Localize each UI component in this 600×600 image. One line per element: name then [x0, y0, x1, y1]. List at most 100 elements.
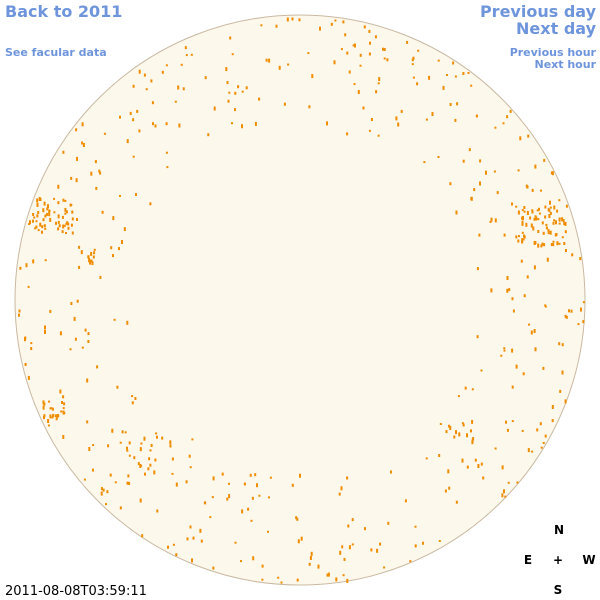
- facula: [521, 220, 524, 225]
- facula: [96, 365, 99, 369]
- facula: [231, 53, 234, 56]
- facula: [503, 489, 505, 494]
- facula: [241, 90, 244, 93]
- facula: [482, 476, 485, 480]
- facula: [185, 480, 188, 484]
- facula: [91, 261, 94, 266]
- facula: [359, 64, 362, 67]
- facular-link[interactable]: See facular data: [5, 46, 107, 59]
- facula: [545, 226, 548, 230]
- facula: [121, 430, 124, 434]
- facula: [132, 84, 135, 88]
- facula: [564, 221, 567, 226]
- facula: [109, 473, 112, 477]
- facula: [46, 212, 49, 216]
- next-hour-link[interactable]: Next hour: [535, 58, 597, 71]
- facula: [229, 36, 232, 40]
- facula: [470, 197, 473, 201]
- facula: [534, 215, 537, 218]
- facula: [75, 178, 78, 183]
- facula: [94, 160, 97, 164]
- facula: [27, 285, 30, 288]
- facula: [283, 102, 286, 106]
- facula: [57, 414, 60, 417]
- facula: [532, 226, 535, 231]
- facula: [561, 217, 564, 222]
- facula: [177, 85, 180, 90]
- timestamp: 2011-08-08T03:59:11: [5, 584, 147, 599]
- facula: [70, 176, 73, 180]
- facula: [327, 572, 330, 577]
- facula: [165, 64, 168, 67]
- facula: [504, 495, 507, 498]
- facula: [213, 106, 216, 111]
- facula: [523, 294, 526, 298]
- facula: [476, 335, 479, 339]
- facula: [387, 521, 390, 525]
- facula: [511, 385, 514, 389]
- prev-hour-link[interactable]: Previous hour: [510, 46, 597, 59]
- facula: [67, 222, 69, 226]
- facula: [552, 221, 555, 225]
- facula: [61, 401, 63, 404]
- facula: [386, 58, 389, 62]
- facula: [561, 370, 564, 375]
- back-link[interactable]: Back to 2011: [5, 2, 122, 21]
- facula: [42, 208, 45, 213]
- facula: [425, 118, 428, 121]
- facula: [156, 509, 159, 513]
- facula: [547, 229, 550, 233]
- facula: [277, 576, 280, 579]
- facula: [565, 315, 568, 319]
- facula: [86, 420, 89, 424]
- facula: [474, 458, 477, 462]
- facula: [522, 372, 525, 376]
- facula: [533, 265, 536, 270]
- facula: [60, 410, 63, 413]
- facula: [544, 304, 547, 307]
- facula: [507, 481, 510, 484]
- facula: [145, 88, 148, 91]
- facula: [174, 100, 177, 103]
- facula: [48, 400, 50, 403]
- facula: [287, 63, 290, 66]
- facula: [43, 414, 46, 418]
- facula: [65, 232, 67, 234]
- facula: [150, 79, 153, 83]
- facula: [88, 447, 91, 451]
- facula: [89, 260, 92, 265]
- compass-center: +: [553, 553, 563, 567]
- facula: [534, 241, 537, 245]
- facula: [564, 314, 567, 318]
- facula: [561, 236, 564, 239]
- facula: [48, 213, 51, 217]
- facula: [112, 216, 115, 221]
- facula: [57, 227, 60, 231]
- facula: [268, 58, 271, 63]
- facula: [154, 458, 157, 462]
- facula: [544, 434, 547, 438]
- facula: [44, 227, 47, 230]
- facula: [62, 198, 65, 202]
- facula: [127, 474, 130, 478]
- facula: [204, 76, 207, 80]
- facula: [536, 209, 539, 212]
- facula: [342, 574, 345, 577]
- facula: [411, 63, 414, 66]
- facula: [90, 259, 93, 263]
- facula: [62, 410, 65, 414]
- facula: [88, 258, 91, 262]
- facula: [44, 325, 46, 330]
- facula: [464, 386, 467, 390]
- facula: [541, 221, 544, 225]
- facula: [395, 116, 398, 121]
- facula: [548, 209, 551, 213]
- facula: [527, 134, 530, 138]
- facula: [171, 472, 174, 475]
- facula: [126, 481, 129, 485]
- facula: [114, 481, 117, 484]
- facula: [531, 210, 534, 214]
- prev-day-link[interactable]: Previous day: [480, 2, 597, 21]
- next-day-link[interactable]: Next day: [516, 19, 597, 38]
- facula: [546, 257, 549, 262]
